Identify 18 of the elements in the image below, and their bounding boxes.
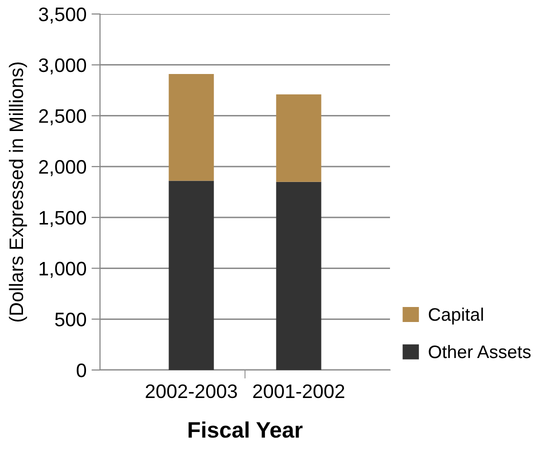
y-tick-label: 2,000 — [39, 160, 86, 176]
bar — [168, 74, 214, 181]
y-tick-label: 3,500 — [38, 7, 86, 24]
y-tick-label: 1,000 — [40, 262, 86, 278]
y-tick-label: 2,500 — [39, 109, 86, 126]
y-tick-label: 500 — [55, 312, 86, 326]
bar — [276, 182, 322, 370]
y-tick-label: 0 — [76, 363, 86, 378]
legend-label: Other Assets — [428, 344, 531, 358]
x-tick-label: 2002-2003 — [146, 384, 237, 398]
y-tick-label: 3,000 — [38, 58, 86, 74]
x-axis-title: Fiscal Year — [188, 421, 303, 438]
legend-label: Capital — [428, 308, 483, 324]
x-tick-label: 2001-2002 — [253, 384, 344, 398]
y-tick-label: 1,500 — [40, 210, 86, 227]
y-axis-title: (Dollars Expressed in Millions) — [8, 62, 28, 322]
bar — [276, 94, 322, 182]
bar — [168, 180, 214, 370]
